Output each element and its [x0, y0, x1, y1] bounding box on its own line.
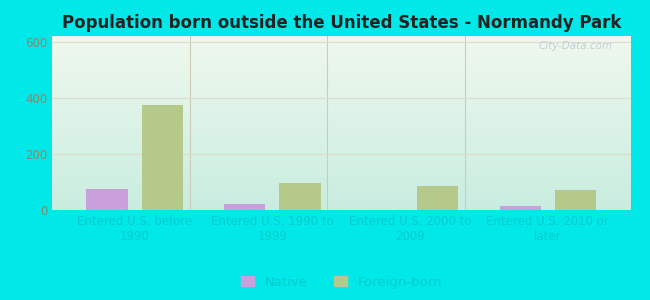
Text: City-Data.com: City-Data.com	[539, 41, 613, 51]
Bar	[554, 190, 596, 210]
Bar	[142, 105, 183, 210]
Legend: Native, Foreign-born: Native, Foreign-born	[235, 270, 447, 294]
Title: Population born outside the United States - Normandy Park: Population born outside the United State…	[62, 14, 621, 32]
Bar	[86, 189, 128, 210]
Bar	[280, 183, 320, 210]
Bar	[500, 206, 541, 210]
Bar	[224, 204, 265, 210]
Bar	[417, 186, 458, 210]
